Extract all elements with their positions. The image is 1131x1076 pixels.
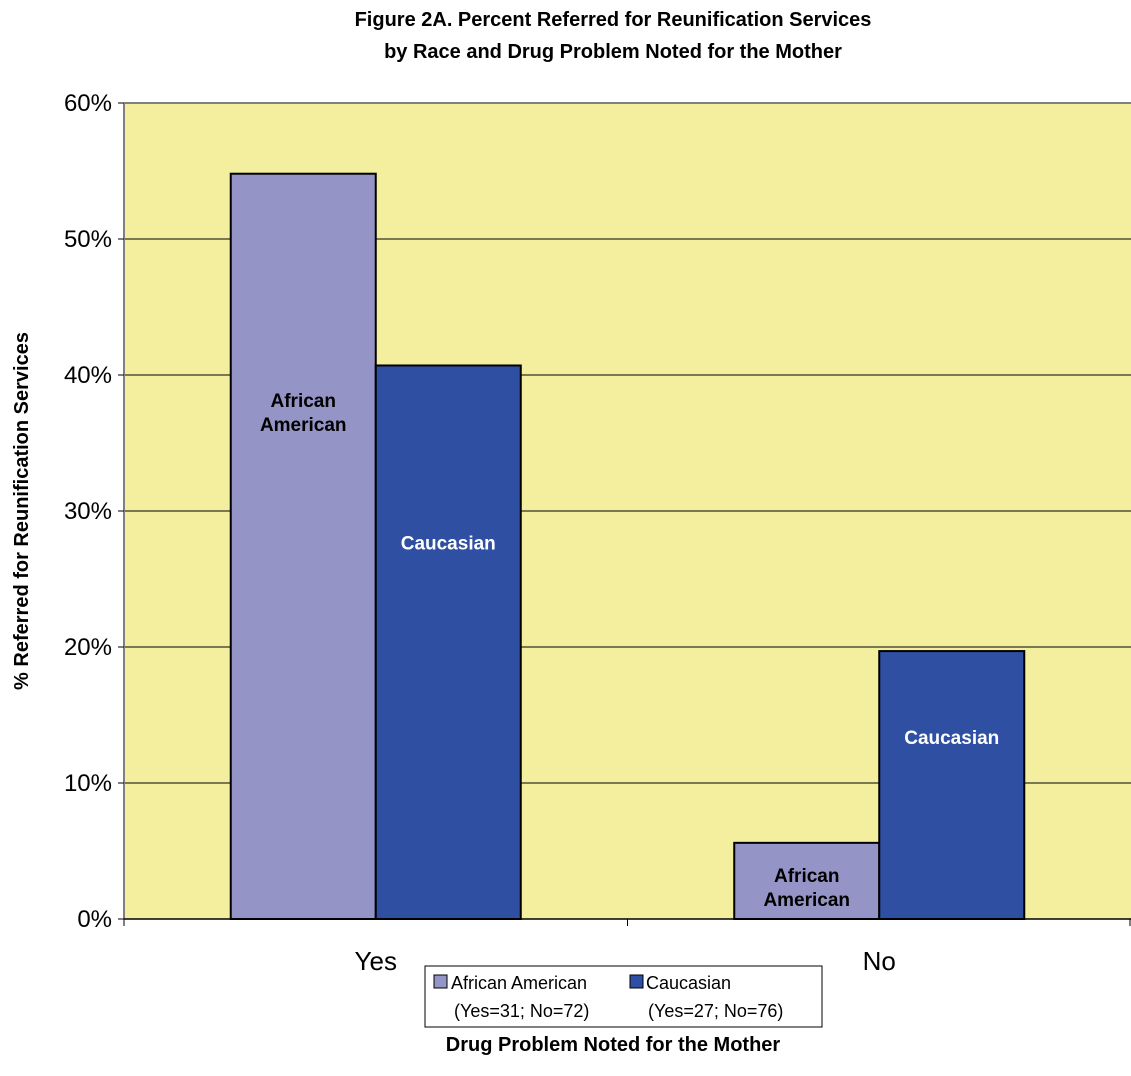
bar-label: American — [260, 415, 347, 436]
bar-label: American — [763, 890, 850, 911]
y-tick-label: 40% — [64, 362, 112, 389]
legend-label-african-american: African American — [451, 973, 587, 993]
bar-label: Caucasian — [401, 534, 496, 555]
bar-label: African — [271, 391, 336, 412]
y-tick-label: 30% — [64, 498, 112, 525]
y-tick-label: 0% — [77, 906, 112, 933]
bar-caucasian-yes — [374, 364, 522, 921]
legend-label-caucasian: Caucasian — [646, 973, 731, 993]
bar-labels: African American Caucasian African American C… — [260, 391, 999, 911]
chart-title-line-2: by Race and Drug Problem Noted for the M… — [384, 41, 842, 63]
x-axis-title: Drug Problem Noted for the Mother — [446, 1034, 781, 1056]
legend-note-caucasian: (Yes=27; No=76) — [648, 1001, 783, 1021]
y-tick-label: 10% — [64, 770, 112, 797]
bar-label: African — [774, 866, 839, 887]
x-tick-label: Yes — [355, 946, 397, 976]
x-ticks: Yes No — [123, 919, 1131, 976]
bar-african-american-yes — [229, 172, 377, 921]
y-tick-label: 60% — [64, 90, 112, 117]
y-tick-label: 50% — [64, 226, 112, 253]
legend-swatch-caucasian — [629, 974, 644, 989]
chart-title-line-1: Figure 2A. Percent Referred for Reunific… — [355, 9, 872, 31]
y-ticks: 0% 10% 20% 30% 40% 50% 60% — [64, 90, 124, 933]
legend-box — [424, 965, 823, 1028]
legend: African American (Yes=31; No=72) Caucasi… — [424, 965, 823, 1028]
y-tick-label: 20% — [64, 634, 112, 661]
legend-swatch-african-american — [433, 974, 448, 989]
x-tick-label: No — [863, 946, 896, 976]
bars — [229, 172, 1026, 921]
bar-label: Caucasian — [904, 728, 999, 749]
legend-note-african-american: (Yes=31; No=72) — [454, 1001, 589, 1021]
bar-caucasian-no — [878, 650, 1026, 921]
y-axis-title: % Referred for Reunification Services — [11, 332, 33, 690]
